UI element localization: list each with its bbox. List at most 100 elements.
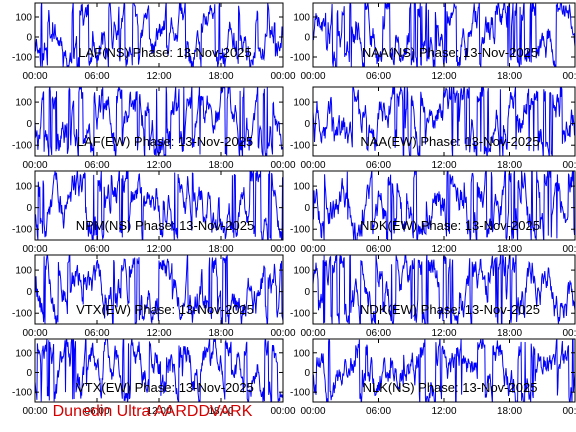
x-tick-label: 00:00 [22, 160, 47, 171]
phase-series-line [35, 255, 283, 324]
y-tick-label: 0 [26, 203, 32, 214]
plot-title: NDK(EW) Phase: 13-Nov-2025 [360, 302, 540, 317]
y-tick-label: 0 [304, 119, 310, 130]
phase-plot-panel: -100 0 100 00:00 06:00 12:00 18:00 00:00 NAA(NS)… [290, 2, 576, 82]
y-tick-label: 100 [293, 266, 310, 277]
plot-title: NLK(NS) Phase: 13-Nov-2025 [363, 380, 538, 395]
x-tick-label: 12:00 [431, 328, 456, 339]
y-tick-label: 0 [26, 368, 32, 379]
phase-plot-panel: -100 0 100 00:00 06:00 12:00 18:00 00:00 NAA(EW)… [290, 86, 576, 171]
x-tick-label: 06:00 [366, 71, 391, 82]
x-tick-label: 18:00 [497, 406, 522, 417]
x-tick-label: 12:00 [146, 244, 171, 255]
x-tick-label: 00:00 [270, 328, 295, 339]
x-tick-label: 00:00 [270, 71, 295, 82]
x-tick-label: 00:00 [300, 160, 325, 171]
y-tick-label: -100 [12, 309, 32, 320]
y-tick-label: 0 [304, 368, 310, 379]
x-tick-label: 00:00 [300, 71, 325, 82]
x-tick-label: 06:00 [84, 328, 109, 339]
x-tick-label: 00:00 [562, 406, 576, 417]
y-tick-label: 0 [304, 33, 310, 44]
plot-title: NDK(EW) Phase: 13-Nov-2025 [360, 218, 540, 233]
x-tick-label: 12:00 [431, 244, 456, 255]
phase-plot-panel: -100 0 100 00:00 06:00 12:00 18:00 00:00 VTX(EW)… [12, 338, 296, 417]
y-tick-label: -100 [12, 388, 32, 399]
plot-title: LAF(NS) Phase: 13-Nov-2025 [78, 45, 251, 60]
y-tick-label: -100 [290, 53, 310, 64]
plot-title: VTX(EW) Phase: 13-Nov-2025 [76, 380, 254, 395]
x-tick-label: 00:00 [562, 328, 576, 339]
x-tick-label: 00:00 [270, 160, 295, 171]
phase-series-line [35, 339, 283, 402]
y-tick-label: 0 [26, 287, 32, 298]
y-tick-label: 0 [304, 287, 310, 298]
x-tick-label: 18:00 [497, 160, 522, 171]
x-tick-label: 06:00 [366, 160, 391, 171]
phase-plot-panel: -100 0 100 00:00 06:00 12:00 18:00 00:00 LAF(EW)… [12, 86, 296, 171]
phase-plot-panel: -100 0 100 00:00 06:00 12:00 18:00 00:00 NPM(NS)… [12, 170, 296, 255]
x-tick-label: 18:00 [497, 244, 522, 255]
x-tick-label: 00:00 [300, 406, 325, 417]
x-tick-label: 12:00 [431, 71, 456, 82]
x-tick-label: 12:00 [431, 406, 456, 417]
y-tick-label: 0 [26, 33, 32, 44]
y-tick-label: -100 [12, 225, 32, 236]
footer-label: Dunedin Ultra AARDDVARK [52, 403, 253, 420]
y-tick-label: -100 [290, 388, 310, 399]
phase-plot-panel: -100 0 100 00:00 06:00 12:00 18:00 00:00 LAF(NS)… [12, 2, 296, 82]
y-tick-label: 0 [304, 203, 310, 214]
phase-series-line [35, 171, 283, 240]
phase-series-line [35, 87, 283, 156]
phase-series-line [313, 339, 575, 402]
x-tick-label: 00:00 [562, 160, 576, 171]
y-tick-label: 100 [15, 182, 32, 193]
plot-title: NPM(NS) Phase: 13-Nov-2025 [76, 218, 254, 233]
y-tick-label: 100 [293, 348, 310, 359]
x-tick-label: 00:00 [22, 244, 47, 255]
y-tick-label: -100 [290, 225, 310, 236]
x-tick-label: 18:00 [208, 328, 233, 339]
x-tick-label: 06:00 [366, 406, 391, 417]
x-tick-label: 18:00 [208, 244, 233, 255]
x-tick-label: 00:00 [22, 406, 47, 417]
x-tick-label: 06:00 [366, 244, 391, 255]
phase-plot-panel: -100 0 100 00:00 06:00 12:00 18:00 00:00 NDK(EW)… [290, 170, 576, 255]
x-tick-label: 00:00 [562, 244, 576, 255]
x-tick-label: 00:00 [562, 71, 576, 82]
x-tick-label: 00:00 [270, 244, 295, 255]
x-tick-label: 00:00 [300, 244, 325, 255]
x-tick-label: 12:00 [146, 328, 171, 339]
y-tick-label: 100 [293, 182, 310, 193]
x-tick-label: 06:00 [366, 328, 391, 339]
y-tick-label: 0 [26, 119, 32, 130]
x-tick-label: 12:00 [146, 406, 171, 417]
x-tick-label: 18:00 [208, 71, 233, 82]
x-tick-label: 12:00 [431, 160, 456, 171]
x-tick-label: 06:00 [84, 406, 109, 417]
phase-plot-panel: -100 0 100 00:00 06:00 12:00 18:00 00:00 NDK(EW)… [290, 254, 576, 339]
x-tick-label: 18:00 [208, 406, 233, 417]
y-tick-label: -100 [290, 141, 310, 152]
phase-plot-panel: -100 0 100 00:00 06:00 12:00 18:00 00:00 VTX(EW)… [12, 254, 296, 339]
x-tick-label: 06:00 [84, 244, 109, 255]
x-tick-label: 18:00 [497, 328, 522, 339]
x-tick-label: 00:00 [270, 406, 295, 417]
phase-plot-panel: -100 0 100 00:00 06:00 12:00 18:00 00:00 NLK(NS)… [290, 338, 576, 417]
y-tick-label: 100 [15, 348, 32, 359]
x-tick-label: 12:00 [146, 71, 171, 82]
x-tick-label: 00:00 [300, 328, 325, 339]
x-tick-label: 00:00 [22, 328, 47, 339]
y-tick-label: 100 [15, 98, 32, 109]
y-tick-label: 100 [293, 13, 310, 24]
y-tick-label: 100 [15, 266, 32, 277]
y-tick-label: -100 [12, 141, 32, 152]
phase-series-line [313, 255, 575, 324]
plot-title: VTX(EW) Phase: 13-Nov-2025 [76, 302, 254, 317]
x-tick-label: 06:00 [84, 71, 109, 82]
x-tick-label: 12:00 [146, 160, 171, 171]
y-tick-label: 100 [293, 98, 310, 109]
x-tick-label: 18:00 [208, 160, 233, 171]
y-tick-label: 100 [15, 13, 32, 24]
